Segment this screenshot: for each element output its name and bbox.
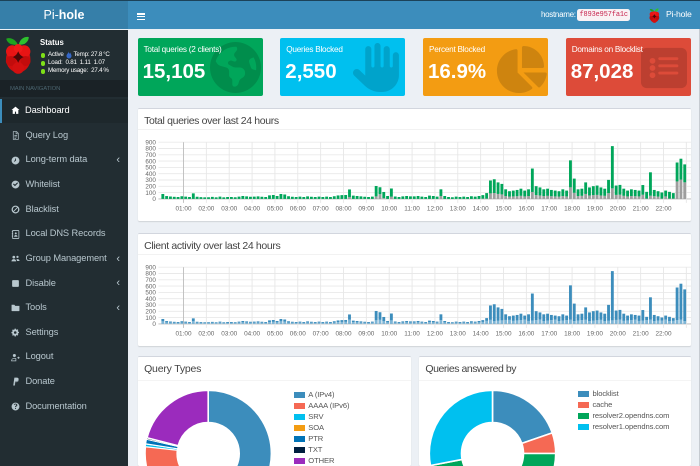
svg-text:12:00: 12:00 (427, 205, 443, 212)
svg-text:400: 400 (145, 296, 156, 303)
svg-text:15:00: 15:00 (495, 330, 511, 337)
svg-text:07:00: 07:00 (312, 330, 328, 337)
svg-text:08:00: 08:00 (335, 330, 351, 337)
svg-text:07:00: 07:00 (312, 205, 328, 212)
svg-text:14:00: 14:00 (472, 330, 488, 337)
svg-text:06:00: 06:00 (289, 205, 305, 212)
svg-text:08:00: 08:00 (335, 205, 351, 212)
svg-text:19:00: 19:00 (587, 330, 603, 337)
svg-text:17:00: 17:00 (541, 205, 557, 212)
svg-text:14:00: 14:00 (472, 205, 488, 212)
svg-text:500: 500 (145, 290, 156, 297)
svg-text:16:00: 16:00 (518, 205, 534, 212)
svg-text:400: 400 (145, 170, 156, 177)
svg-text:22:00: 22:00 (655, 330, 671, 337)
svg-text:200: 200 (145, 183, 156, 190)
svg-text:21:00: 21:00 (632, 330, 648, 337)
svg-text:13:00: 13:00 (449, 205, 465, 212)
svg-text:02:00: 02:00 (198, 330, 214, 337)
svg-text:17:00: 17:00 (541, 330, 557, 337)
svg-text:22:00: 22:00 (655, 205, 671, 212)
svg-text:09:00: 09:00 (358, 330, 374, 337)
svg-text:10:00: 10:00 (381, 205, 397, 212)
svg-text:600: 600 (145, 158, 156, 165)
svg-text:02:00: 02:00 (198, 205, 214, 212)
svg-text:0: 0 (152, 196, 156, 203)
svg-text:03:00: 03:00 (221, 330, 237, 337)
svg-text:15:00: 15:00 (495, 205, 511, 212)
svg-text:100: 100 (145, 315, 156, 322)
svg-text:19:00: 19:00 (587, 205, 603, 212)
svg-text:20:00: 20:00 (609, 205, 625, 212)
svg-text:600: 600 (145, 283, 156, 290)
svg-text:04:00: 04:00 (244, 330, 260, 337)
svg-text:16:00: 16:00 (518, 330, 534, 337)
svg-text:04:00: 04:00 (244, 205, 260, 212)
svg-text:01:00: 01:00 (175, 205, 191, 212)
svg-text:800: 800 (145, 145, 156, 152)
svg-text:01:00: 01:00 (175, 330, 191, 337)
svg-text:200: 200 (145, 309, 156, 316)
svg-text:700: 700 (145, 152, 156, 159)
svg-text:13:00: 13:00 (449, 330, 465, 337)
svg-text:06:00: 06:00 (289, 330, 305, 337)
svg-text:09:00: 09:00 (358, 205, 374, 212)
svg-text:0: 0 (152, 321, 156, 328)
svg-text:11:00: 11:00 (404, 205, 420, 212)
svg-text:900: 900 (145, 139, 156, 146)
svg-text:05:00: 05:00 (267, 330, 283, 337)
svg-text:18:00: 18:00 (564, 330, 580, 337)
svg-text:11:00: 11:00 (404, 330, 420, 337)
svg-text:500: 500 (145, 164, 156, 171)
svg-text:18:00: 18:00 (564, 205, 580, 212)
svg-text:12:00: 12:00 (427, 330, 443, 337)
svg-text:300: 300 (145, 302, 156, 309)
svg-text:21:00: 21:00 (632, 205, 648, 212)
svg-text:700: 700 (145, 277, 156, 284)
svg-text:900: 900 (145, 264, 156, 271)
svg-text:05:00: 05:00 (267, 205, 283, 212)
svg-text:100: 100 (145, 189, 156, 196)
svg-text:800: 800 (145, 271, 156, 278)
svg-text:03:00: 03:00 (221, 205, 237, 212)
svg-text:300: 300 (145, 177, 156, 184)
svg-text:10:00: 10:00 (381, 330, 397, 337)
svg-text:20:00: 20:00 (609, 330, 625, 337)
